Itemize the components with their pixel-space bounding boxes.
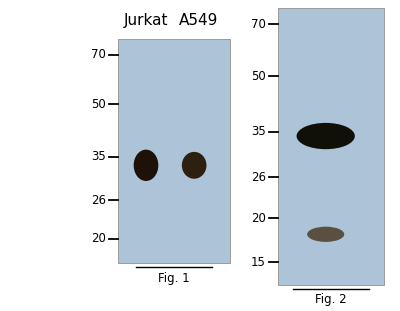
Text: 50: 50 xyxy=(91,98,106,111)
Text: 20: 20 xyxy=(91,232,106,245)
Text: 26: 26 xyxy=(251,171,266,184)
Bar xyxy=(118,39,230,263)
Ellipse shape xyxy=(134,150,158,181)
Text: 35: 35 xyxy=(91,150,106,163)
Text: A549: A549 xyxy=(178,13,218,28)
Text: Jurkat: Jurkat xyxy=(124,13,168,28)
Text: 26: 26 xyxy=(91,194,106,207)
Text: 15: 15 xyxy=(251,256,266,269)
Text: 20: 20 xyxy=(251,211,266,225)
Text: 70: 70 xyxy=(91,48,106,61)
Text: Fig. 1: Fig. 1 xyxy=(158,272,190,285)
Text: 35: 35 xyxy=(251,125,266,138)
Text: 70: 70 xyxy=(251,18,266,31)
Ellipse shape xyxy=(182,152,206,179)
Ellipse shape xyxy=(307,227,344,242)
Text: 50: 50 xyxy=(251,70,266,83)
Bar xyxy=(278,8,384,285)
Ellipse shape xyxy=(296,123,355,149)
Text: Fig. 2: Fig. 2 xyxy=(315,293,347,306)
